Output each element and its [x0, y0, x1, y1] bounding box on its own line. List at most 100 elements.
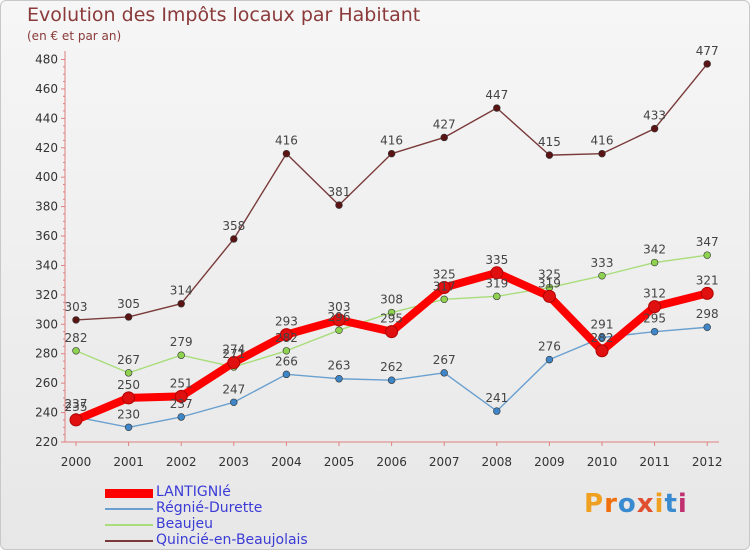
data-point [440, 369, 448, 377]
data-point [440, 133, 448, 142]
data-point [598, 149, 606, 158]
data-label: 298 [696, 307, 719, 321]
data-point [124, 313, 133, 321]
data-label: 267 [117, 353, 140, 367]
data-point [595, 344, 609, 358]
data-point [542, 289, 556, 303]
data-label: 237 [65, 397, 88, 411]
data-label: 282 [591, 331, 614, 345]
data-label: 247 [222, 382, 245, 396]
data-point [493, 104, 501, 112]
x-tick-label: 2012 [692, 455, 723, 469]
x-tick-label: 2011 [639, 455, 670, 469]
x-tick-label: 2003 [219, 455, 250, 469]
chart-subtitle: (en € et par an) [27, 29, 122, 43]
data-label: 274 [222, 343, 245, 357]
y-tick-label: 360 [35, 229, 58, 243]
data-label: 295 [380, 312, 403, 326]
legend-swatch [105, 540, 153, 542]
y-tick-label: 480 [35, 52, 58, 66]
data-label: 333 [591, 256, 614, 270]
data-point [437, 281, 451, 295]
y-tick-label: 240 [35, 406, 58, 420]
x-tick-label: 2005 [324, 455, 355, 469]
data-point [230, 398, 238, 406]
data-point [335, 375, 343, 383]
x-tick-label: 2000 [61, 455, 92, 469]
y-tick-label: 320 [35, 288, 58, 302]
data-label: 325 [433, 268, 456, 282]
x-tick-label: 2009 [534, 455, 565, 469]
data-point [227, 356, 241, 370]
legend-label: Quincié-en-Beaujolais [156, 532, 308, 548]
logo-letter: x [636, 489, 655, 519]
data-point [650, 124, 659, 133]
logo-letter: P [584, 489, 605, 519]
data-label: 305 [117, 297, 140, 311]
y-tick-label: 440 [35, 111, 58, 125]
data-label: 325 [538, 268, 561, 282]
data-point [385, 325, 399, 339]
x-tick-label: 2006 [376, 455, 407, 469]
data-point [703, 60, 711, 68]
y-tick-label: 260 [35, 376, 58, 390]
data-point [545, 355, 554, 364]
data-label: 267 [433, 353, 456, 367]
logo-letter: i [654, 489, 665, 519]
data-point [124, 423, 133, 431]
data-point [122, 391, 136, 405]
data-label: 282 [65, 331, 88, 345]
data-label: 427 [433, 117, 456, 131]
logo-letter: o [617, 489, 637, 519]
data-point [177, 413, 185, 421]
data-point [650, 258, 659, 267]
data-point [177, 351, 185, 359]
data-point [332, 313, 346, 327]
data-point [335, 201, 343, 209]
line-chart: 220 240 260 280 300 320 340 360 380 400 420 440 460 4… [35, 44, 723, 469]
data-point [703, 323, 711, 331]
legend-swatch [105, 488, 153, 498]
data-label: 241 [485, 391, 508, 405]
data-label: 303 [328, 300, 351, 314]
data-label: 276 [538, 340, 561, 354]
data-point [387, 308, 396, 317]
data-label: 235 [65, 400, 88, 414]
y-tick-label: 340 [35, 258, 58, 272]
data-point [230, 235, 238, 243]
data-point [69, 413, 83, 427]
data-point [282, 370, 291, 379]
data-label: 291 [591, 318, 614, 332]
data-label: 282 [275, 331, 298, 345]
y-tick-label: 220 [35, 435, 58, 449]
data-label: 271 [222, 347, 245, 361]
logo-letter: t [664, 489, 678, 519]
data-label: 416 [275, 134, 298, 148]
y-tick-label: 400 [35, 170, 58, 184]
x-tick-label: 2001 [113, 455, 144, 469]
data-label: 416 [380, 134, 403, 148]
data-label: 477 [696, 44, 719, 58]
data-point [174, 389, 188, 403]
data-point [703, 251, 711, 259]
series-line-3 [75, 63, 708, 321]
data-point [282, 149, 291, 158]
data-label: 230 [117, 407, 140, 421]
data-point [440, 295, 448, 303]
x-tick-label: 2002 [166, 455, 197, 469]
data-label: 237 [170, 397, 193, 411]
data-point [387, 149, 396, 158]
legend-label: LANTIGNIé [156, 484, 231, 500]
legend-label: Beaujeu [156, 516, 214, 532]
data-point [72, 347, 80, 355]
data-label: 308 [380, 293, 403, 307]
data-label: 321 [696, 273, 719, 287]
data-point [177, 300, 185, 308]
data-point [493, 292, 501, 301]
legend-label: Régnié-Durette [156, 500, 263, 516]
data-point [545, 151, 554, 159]
x-tick-label: 2007 [429, 455, 460, 469]
x-tick-label: 2008 [482, 455, 513, 469]
data-label: 293 [275, 315, 298, 329]
